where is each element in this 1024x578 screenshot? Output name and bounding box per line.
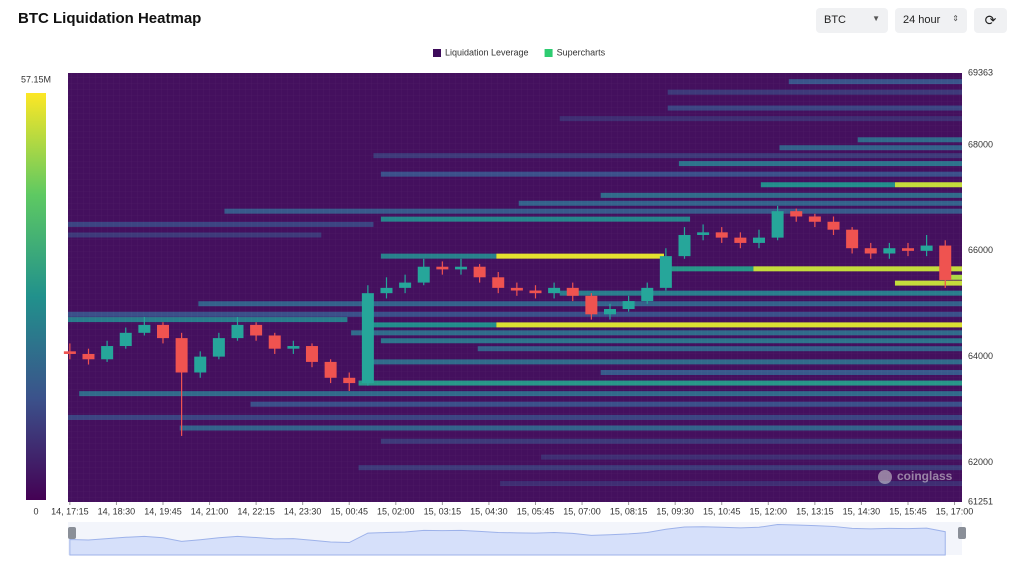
candle-body	[846, 229, 859, 249]
colorbar-label: 57.15M	[21, 74, 51, 84]
candle-body	[63, 351, 76, 354]
candle-body	[603, 309, 616, 315]
navigator-area	[69, 523, 946, 556]
x-tick-label: 15, 03:15	[424, 506, 462, 516]
x-tick-label: 14, 21:00	[191, 506, 229, 516]
candle-body	[454, 266, 467, 270]
candle-body	[138, 324, 151, 333]
y-tick-label: 69363	[968, 67, 993, 77]
candle-body	[492, 277, 505, 288]
y-tick-label: 64000	[968, 351, 993, 361]
colorbar	[26, 93, 46, 500]
navigator-handle[interactable]	[958, 527, 966, 539]
candle-body	[250, 324, 263, 336]
candle-body	[715, 232, 728, 238]
candle-body	[305, 346, 318, 362]
range-select[interactable]: 24 hour ⇕	[895, 8, 967, 33]
y-tick-label: 68000	[968, 139, 993, 149]
candle-body	[119, 332, 132, 347]
candle-body	[548, 287, 561, 294]
candle-body	[641, 287, 654, 302]
candle-body	[678, 234, 691, 257]
candle-body	[790, 211, 803, 217]
candle-body	[361, 293, 374, 384]
heatmap-cells	[68, 73, 962, 502]
symbol-value: BTC	[824, 14, 846, 26]
x-tick-label: 14, 18:30	[98, 506, 136, 516]
candle-body	[920, 245, 933, 251]
candle-body	[212, 338, 225, 357]
x-tick-label: 15, 00:45	[330, 506, 368, 516]
candle-body	[808, 216, 821, 222]
candle-body	[529, 290, 542, 294]
x-tick-label: 14, 22:15	[237, 506, 275, 516]
candle-body	[752, 237, 765, 243]
legend-label: Liquidation Leverage	[445, 47, 529, 57]
x-tick-label: 15, 14:30	[843, 506, 881, 516]
candle-body	[175, 338, 188, 373]
x-tick-label: 15, 04:30	[470, 506, 508, 516]
candle-body	[585, 295, 598, 315]
x-tick-label: 15, 12:00	[750, 506, 788, 516]
candle-body	[827, 221, 840, 230]
y-tick-label: 62000	[968, 457, 993, 467]
symbol-select[interactable]: BTC ▼	[816, 8, 888, 33]
dropdown-arrow: ⇕	[952, 14, 959, 23]
colorbar-label: 0	[33, 506, 38, 516]
candle-body	[156, 324, 169, 339]
candle-body	[473, 266, 486, 278]
candle-body	[622, 301, 635, 310]
candle-body	[399, 282, 412, 288]
legend-label: Supercharts	[557, 47, 606, 57]
y-tick-label: 61251	[968, 496, 993, 506]
candle-body	[883, 248, 896, 254]
candle-body	[510, 287, 523, 291]
candle-body	[417, 266, 430, 283]
range-value: 24 hour	[903, 14, 941, 26]
x-tick-label: 15, 13:15	[796, 506, 834, 516]
navigator-handle[interactable]	[68, 527, 76, 539]
watermark-text: coinglass	[897, 469, 953, 483]
candle-body	[697, 232, 710, 235]
x-tick-label: 15, 02:00	[377, 506, 415, 516]
refresh-button[interactable]: ⟳	[974, 8, 1007, 33]
legend-swatch	[544, 49, 553, 57]
candle-body	[436, 266, 449, 270]
candle-body	[287, 346, 300, 349]
x-tick-label: 14, 23:30	[284, 506, 322, 516]
candle-body	[324, 361, 337, 378]
watermark-icon	[878, 470, 892, 484]
x-tick-label: 15, 08:15	[610, 506, 648, 516]
candle-body	[901, 248, 914, 251]
x-tick-label: 15, 10:45	[703, 506, 741, 516]
legend-swatch	[433, 49, 441, 57]
page-title: BTC Liquidation Heatmap	[18, 10, 202, 27]
candle-body	[566, 287, 579, 296]
candle-body	[734, 237, 747, 243]
x-tick-label: 15, 07:00	[563, 506, 601, 516]
dropdown-arrow: ▼	[872, 14, 880, 23]
candle-body	[101, 346, 114, 360]
x-tick-label: 15, 09:30	[656, 506, 694, 516]
candle-body	[659, 256, 672, 288]
x-tick-label: 15, 15:45	[889, 506, 927, 516]
candle-body	[771, 211, 784, 238]
candle-body	[939, 245, 952, 280]
x-tick-label: 14, 17:15	[51, 506, 89, 516]
x-tick-label: 15, 05:45	[517, 506, 555, 516]
watermark: coinglass	[878, 469, 953, 484]
candle-body	[194, 356, 207, 373]
candle-body	[380, 287, 393, 294]
x-tick-label: 15, 17:00	[936, 506, 974, 516]
y-tick-label: 66000	[968, 245, 993, 255]
x-tick-label: 14, 19:45	[144, 506, 182, 516]
candle-body	[864, 248, 877, 254]
candle-body	[343, 377, 356, 384]
candle-body	[268, 335, 281, 349]
candle-body	[82, 353, 95, 360]
candle-body	[231, 324, 244, 339]
